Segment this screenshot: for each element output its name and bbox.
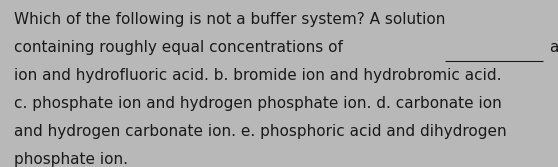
Text: Which of the following is not a buffer system? A solution: Which of the following is not a buffer s… <box>14 12 445 27</box>
Text: containing roughly equal concentrations of: containing roughly equal concentrations … <box>14 40 348 55</box>
Text: and hydrogen carbonate ion. e. phosphoric acid and dihydrogen: and hydrogen carbonate ion. e. phosphori… <box>14 124 507 139</box>
Text: phosphate ion.: phosphate ion. <box>14 152 128 167</box>
Text: c. phosphate ion and hydrogen phosphate ion. d. carbonate ion: c. phosphate ion and hydrogen phosphate … <box>14 96 502 111</box>
Text: a. fluoride: a. fluoride <box>550 40 558 55</box>
Text: ion and hydrofluoric acid. b. bromide ion and hydrobromic acid.: ion and hydrofluoric acid. b. bromide io… <box>14 68 502 83</box>
Text: __________: __________ <box>445 40 521 55</box>
